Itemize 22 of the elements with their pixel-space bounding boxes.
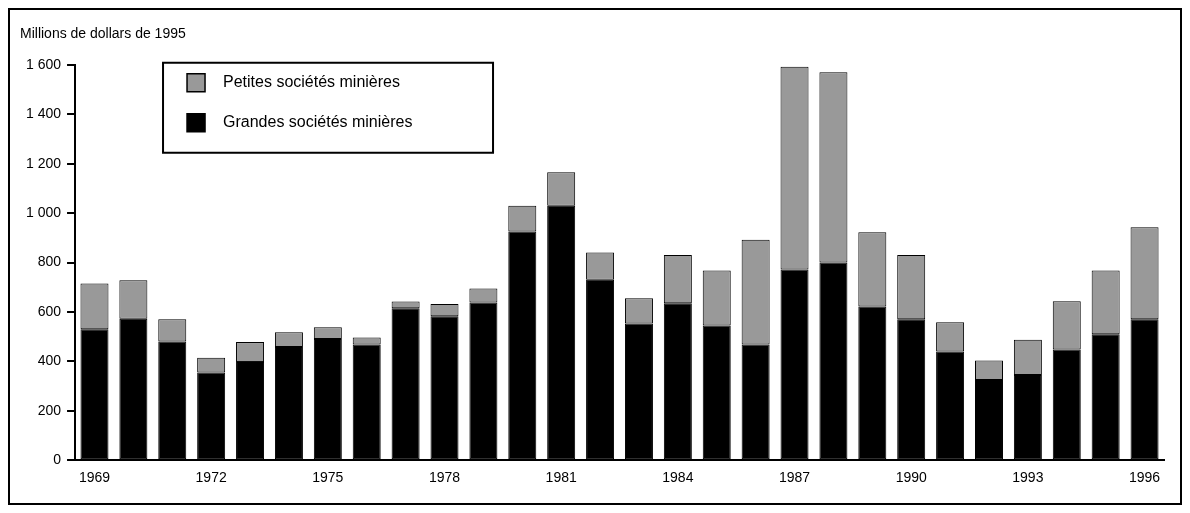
x-tick-label: 1993: [1012, 469, 1044, 486]
y-tick-label: 800: [37, 253, 62, 270]
legend-label: Petites sociétés minières: [223, 73, 400, 91]
x-tick-label: 1981: [545, 469, 577, 486]
y-tick-label: 1 000: [25, 203, 62, 220]
x-tick-label: 1975: [312, 469, 344, 486]
x-tick-label: 1972: [195, 469, 227, 486]
x-tick-label: 1978: [428, 469, 461, 486]
y-axis-title: Millions de dollars de 1995: [20, 25, 186, 42]
y-tick-label: 400: [37, 352, 62, 369]
x-tick-label: 1987: [778, 469, 811, 486]
y-tick-label: 1 400: [25, 105, 62, 122]
y-tick-label: 200: [37, 401, 62, 418]
y-tick-label: 1 200: [25, 154, 62, 171]
x-tick-label: 1969: [78, 469, 111, 486]
x-tick-label: 1996: [1128, 469, 1161, 486]
y-tick-label: 600: [37, 302, 62, 319]
legend-label: Grandes sociétés minières: [223, 113, 413, 131]
x-tick-label: 1984: [662, 469, 694, 486]
x-tick-label: 1990: [895, 469, 927, 486]
y-tick-label: 1 600: [25, 55, 62, 72]
y-tick-label: 0: [53, 451, 62, 468]
